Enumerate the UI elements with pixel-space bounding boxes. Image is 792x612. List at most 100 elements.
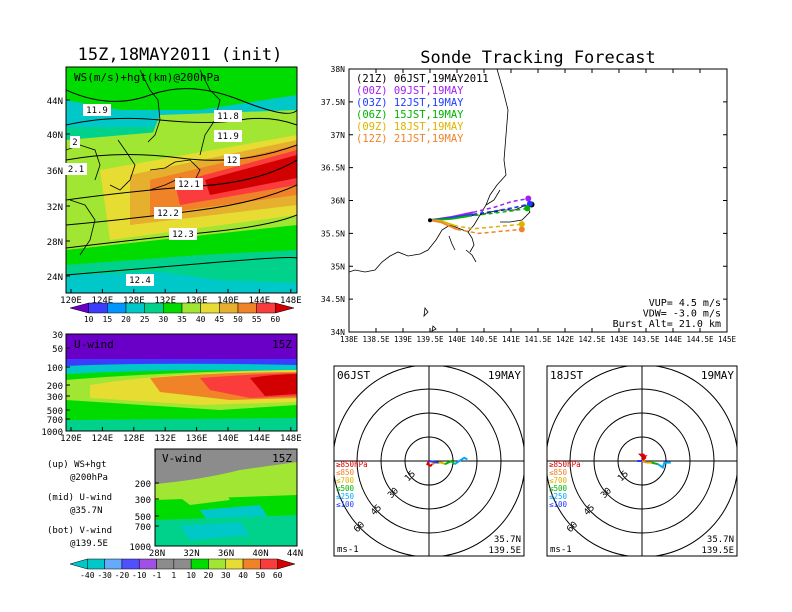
lon-tick-label: 148E xyxy=(280,434,302,444)
wind-colorbar-swatch xyxy=(173,558,192,570)
legend-entry: (03Z) 12JST,19MAY xyxy=(356,97,464,109)
ws-colorbar-swatch xyxy=(237,302,257,314)
note-line: (mid) U-wind xyxy=(47,493,112,503)
level-legend-entry: ≤700 xyxy=(336,476,355,485)
lat-tick-label: 36N xyxy=(331,197,346,206)
ws-colorbar-swatch xyxy=(181,302,201,314)
legend-entry: (09Z) 18JST,19MAY xyxy=(356,121,464,133)
ws-colorbar-tick: 25 xyxy=(140,315,150,324)
ws-colorbar-swatch xyxy=(275,302,295,314)
hgt-contour-labels: 11.9 11.8 11.9 12 12.1 12.2 12.3 12.4 2 2.1 xyxy=(65,104,242,286)
landing-point xyxy=(518,221,525,228)
pressure-tick-label: 500 xyxy=(135,513,151,523)
note-line: (up) WS+hgt xyxy=(47,460,107,470)
wind-colorbar-swatch xyxy=(69,558,88,570)
hodo-date: 19MAY xyxy=(701,369,734,382)
lon-tick-label: 120E xyxy=(60,296,82,306)
hgt-contour-label: 12.4 xyxy=(129,276,151,286)
wind-colorbar-tick: -1 xyxy=(152,571,162,580)
lat-tick-label: 24N xyxy=(47,273,63,283)
hgt-label-bg xyxy=(126,274,154,286)
wind-colorbar-swatch xyxy=(260,558,278,570)
wind-colorbar-swatch xyxy=(156,558,175,570)
ws-colorbar-tick: 45 xyxy=(215,315,225,324)
hgt-contour-label: 11.9 xyxy=(217,132,239,142)
hodo-lon: 139.5E xyxy=(488,546,521,556)
lat-tick-label: 44N xyxy=(287,549,303,559)
pressure-tick-label: 700 xyxy=(135,523,151,533)
hgt-label-bg xyxy=(70,136,80,148)
wind-colorbar-swatch xyxy=(87,558,105,570)
wind-colorbar-tick: -20 xyxy=(115,571,130,580)
landing-point xyxy=(525,195,532,202)
track-series xyxy=(428,195,535,235)
lon-tick-label: 120E xyxy=(60,434,82,444)
ws-colorbar-tick: 60 xyxy=(271,315,281,324)
wind-colorbar-tick: -40 xyxy=(80,571,95,580)
level-legend-entry: ≤100 xyxy=(549,500,568,509)
lon-tick-label: 136E xyxy=(186,434,208,444)
note-line: @200hPa xyxy=(70,473,108,483)
param-line: Burst Alt= 21.0 km xyxy=(613,319,721,330)
ws-colorbar-tick: 10 xyxy=(84,315,94,324)
ws-colorbar-swatch xyxy=(200,302,220,314)
lat-tick-label: 38N xyxy=(331,65,346,74)
lat-tick-label: 37N xyxy=(331,131,346,140)
ws-colorbar-swatch xyxy=(88,302,108,314)
v-wind-lat-ticks: 28N 32N 36N 40N 44N xyxy=(149,549,303,559)
wind-colorbar-tick: -30 xyxy=(97,571,112,580)
lon-tick-label: 141E xyxy=(502,335,521,344)
hodo-date: 19MAY xyxy=(488,369,521,382)
level-legend-entry: ≤850 xyxy=(336,468,355,477)
lat-tick-label: 44N xyxy=(47,97,63,107)
pressure-tick-label: 200 xyxy=(47,382,63,392)
ws-map-lon-ticks: 120E 124E 128E 132E 136E 140E 144E 148E xyxy=(60,289,302,306)
lon-tick-label: 138E xyxy=(340,335,359,344)
panel-notes: (up) WS+hgt @200hPa (mid) U-wind @35.7N (bot… xyxy=(47,460,112,549)
wind-colorbar-tick: 30 xyxy=(221,571,231,580)
ws-colorbar: 10 15 20 25 30 35 40 45 50 55 60 xyxy=(69,302,295,324)
hgt-label-bg xyxy=(65,163,87,175)
wind-colorbar-swatch xyxy=(277,558,296,570)
param-line: VUP= 4.5 m/s xyxy=(649,298,721,309)
level-legend-entry: ≤500 xyxy=(336,484,355,493)
left-title: 15Z,18MAY2011 (init) xyxy=(78,45,283,65)
legend-entry: (00Z) 09JST,19MAY xyxy=(356,85,464,97)
right-title: Sonde Tracking Forecast xyxy=(420,48,655,68)
lat-tick-label: 36.5N xyxy=(321,164,345,173)
wind-colorbar-tick: 60 xyxy=(273,571,283,580)
landing-point xyxy=(518,226,525,233)
lat-tick-label: 37.5N xyxy=(321,98,345,107)
wind-colorbar-tick: 1 xyxy=(171,571,176,580)
lon-tick-label: 140E xyxy=(217,434,239,444)
hodo-unit: ms-1 xyxy=(550,545,572,555)
lon-tick-label: 136E xyxy=(186,296,208,306)
lon-tick-label: 142.5E xyxy=(578,335,606,344)
u-wind-time: 15Z xyxy=(272,338,292,351)
lon-tick-label: 132E xyxy=(154,434,176,444)
track-line-dashed xyxy=(454,223,522,230)
lon-tick-label: 128E xyxy=(123,434,145,444)
ws-map-label: WS(m/s)+hgt(km)@200hPa xyxy=(74,71,220,84)
hodo-unit: ms-1 xyxy=(337,545,359,555)
hgt-contour-label: 12.1 xyxy=(178,180,200,190)
hodo-trace xyxy=(444,459,456,466)
lon-tick-label: 144E xyxy=(664,335,683,344)
ws-colorbar-tick: 20 xyxy=(121,315,131,324)
wind-colorbar-swatch xyxy=(121,558,140,570)
lon-tick-label: 143E xyxy=(610,335,629,344)
legend-entry: (21Z) 06JST,19MAY2011 xyxy=(356,73,489,85)
level-legend-entry: ≤250 xyxy=(336,492,355,501)
hgt-contour-label: 12.2 xyxy=(157,209,179,219)
track-lon-ticks: 138E 138.5E 139E 139.5E 140E 140.5E 141E 141.5E… xyxy=(340,69,737,344)
track-legend: (21Z) 06JST,19MAY2011(00Z) 09JST,19MAY(0… xyxy=(356,73,489,145)
hodo-trace xyxy=(651,461,659,466)
u-wind-lon-ticks: 120E 124E 128E 132E 136E 140E 144E 148E xyxy=(60,427,302,444)
lat-tick-label: 36N xyxy=(218,549,234,559)
lon-tick-label: 124E xyxy=(92,434,114,444)
